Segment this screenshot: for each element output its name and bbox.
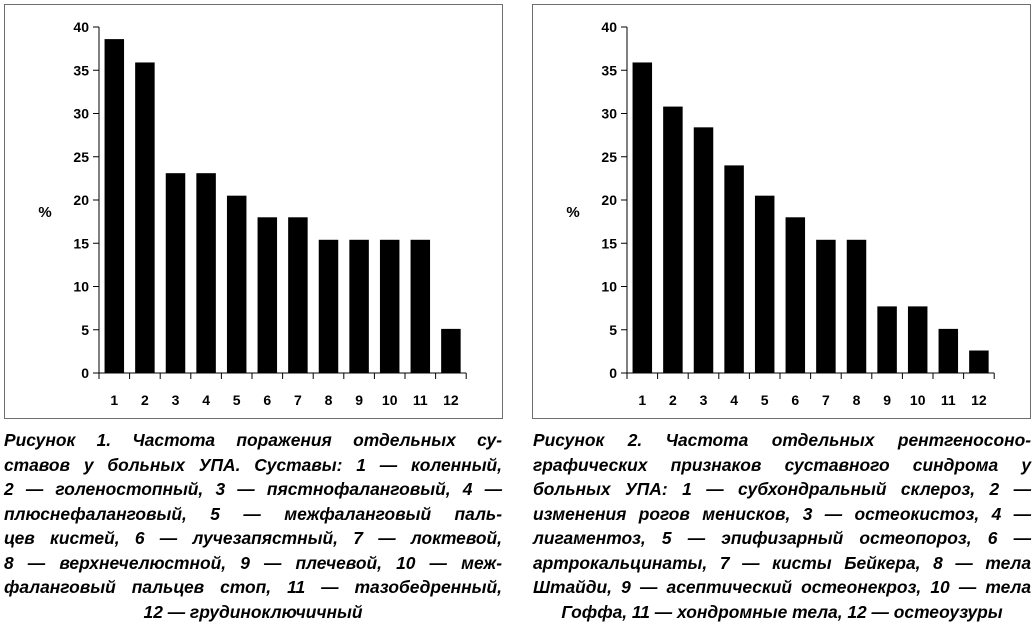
x-tick-label: 5: [761, 392, 769, 408]
bar: [694, 127, 714, 373]
bar: [166, 173, 186, 373]
y-tick-label: 25: [601, 149, 617, 165]
x-tick-label: 11: [413, 392, 428, 408]
caption-line: 2 — голеностопный, 3 — пястнофаланговый,…: [4, 477, 502, 502]
y-tick-label: 35: [73, 62, 89, 78]
bar: [135, 62, 155, 373]
caption-line: графических признаков суставного синдром…: [533, 453, 1031, 478]
bar: [380, 240, 400, 373]
bar: [877, 306, 897, 373]
x-tick-label: 6: [791, 392, 799, 408]
x-tick-label: 1: [110, 392, 118, 408]
y-tick-label: 40: [73, 19, 89, 35]
x-tick-label: 3: [700, 392, 708, 408]
y-tick-label: 30: [601, 106, 617, 122]
caption-line: 8 — верхнечелюстной, 9 — плечевой, 10 — …: [4, 551, 502, 576]
bar: [258, 217, 278, 373]
caption-line: Штайди, 9 — асептический остеонекроз, 10…: [533, 575, 1031, 600]
y-tick-label: 10: [73, 279, 89, 295]
x-tick-label: 2: [141, 392, 149, 408]
bar: [939, 329, 959, 373]
x-tick-label: 1: [638, 392, 646, 408]
bar: [441, 329, 461, 373]
caption-line: Рисунок 1. Частота поражения отдельных с…: [4, 428, 502, 453]
y-tick-label: 0: [609, 365, 617, 381]
y-tick-label: 30: [73, 106, 89, 122]
y-tick-label: 15: [601, 235, 617, 251]
figure-2-caption: Рисунок 2. Частота отдельных рентгеносон…: [533, 428, 1031, 624]
bar: [196, 173, 216, 373]
y-tick-label: 10: [601, 279, 617, 295]
x-tick-label: 7: [294, 392, 302, 408]
bar: [319, 240, 339, 373]
caption-line: Рисунок 2. Частота отдельных рентгеносон…: [533, 428, 1031, 453]
bar: [755, 196, 775, 373]
bar: [227, 196, 247, 373]
bar: [349, 240, 369, 373]
bar: [908, 306, 928, 373]
y-tick-label: 15: [73, 235, 89, 251]
caption-line: артрокальцинаты, 7 — кисты Бейкера, 8 — …: [533, 551, 1031, 576]
figure-1-caption: Рисунок 1. Частота поражения отдельных с…: [4, 428, 502, 624]
x-tick-label: 3: [172, 392, 180, 408]
bar: [288, 217, 308, 373]
bar: [663, 107, 683, 373]
x-tick-label: 4: [202, 392, 210, 408]
y-tick-label: 40: [601, 19, 617, 35]
x-tick-label: 4: [730, 392, 738, 408]
caption-line: фаланговый пальцев стоп, 11 — тазобедрен…: [4, 575, 502, 600]
y-tick-label: 20: [601, 192, 617, 208]
y-tick-label: 35: [601, 62, 617, 78]
x-tick-label: 8: [853, 392, 861, 408]
y-tick-label: 0: [81, 365, 89, 381]
x-tick-label: 7: [822, 392, 830, 408]
bar: [786, 217, 806, 373]
bar: [105, 39, 125, 373]
bar: [724, 165, 744, 373]
caption-line: плюснефаланговый, 5 — межфаланговый паль…: [4, 502, 502, 527]
caption-line: больных УПА: 1 — субхондральный склероз,…: [533, 477, 1031, 502]
caption-line: цев кистей, 6 — лучезапястный, 7 — локте…: [4, 526, 502, 551]
y-tick-label: 25: [73, 149, 89, 165]
caption-line: ставов у больных УПА. Суставы: 1 — колен…: [4, 453, 502, 478]
bar: [969, 351, 989, 373]
x-tick-label: 6: [263, 392, 271, 408]
x-tick-label: 12: [971, 392, 987, 408]
caption-line: 12 — грудиноключичный: [4, 600, 502, 624]
x-tick-label: 10: [382, 392, 398, 408]
x-tick-label: 2: [669, 392, 677, 408]
x-tick-label: 12: [443, 392, 459, 408]
caption-line: изменения рогов менисков, 3 — остеокисто…: [533, 502, 1031, 527]
x-tick-label: 9: [883, 392, 891, 408]
y-axis-label: %: [38, 204, 51, 221]
bar: [633, 62, 653, 373]
bar: [816, 240, 836, 373]
caption-line: Гоффа, 11 — хондромные тела, 12 — остеоу…: [533, 600, 1031, 624]
y-tick-label: 5: [81, 322, 89, 338]
caption-line: лигаментоз, 5 — эпифизарный остеопороз, …: [533, 526, 1031, 551]
x-tick-label: 10: [910, 392, 926, 408]
y-tick-label: 5: [609, 322, 617, 338]
x-tick-label: 8: [325, 392, 333, 408]
x-tick-label: 9: [355, 392, 363, 408]
y-axis-label: %: [566, 204, 579, 221]
bar: [411, 240, 431, 373]
x-tick-label: 11: [941, 392, 956, 408]
x-tick-label: 5: [233, 392, 241, 408]
y-tick-label: 20: [73, 192, 89, 208]
bar: [847, 240, 867, 373]
